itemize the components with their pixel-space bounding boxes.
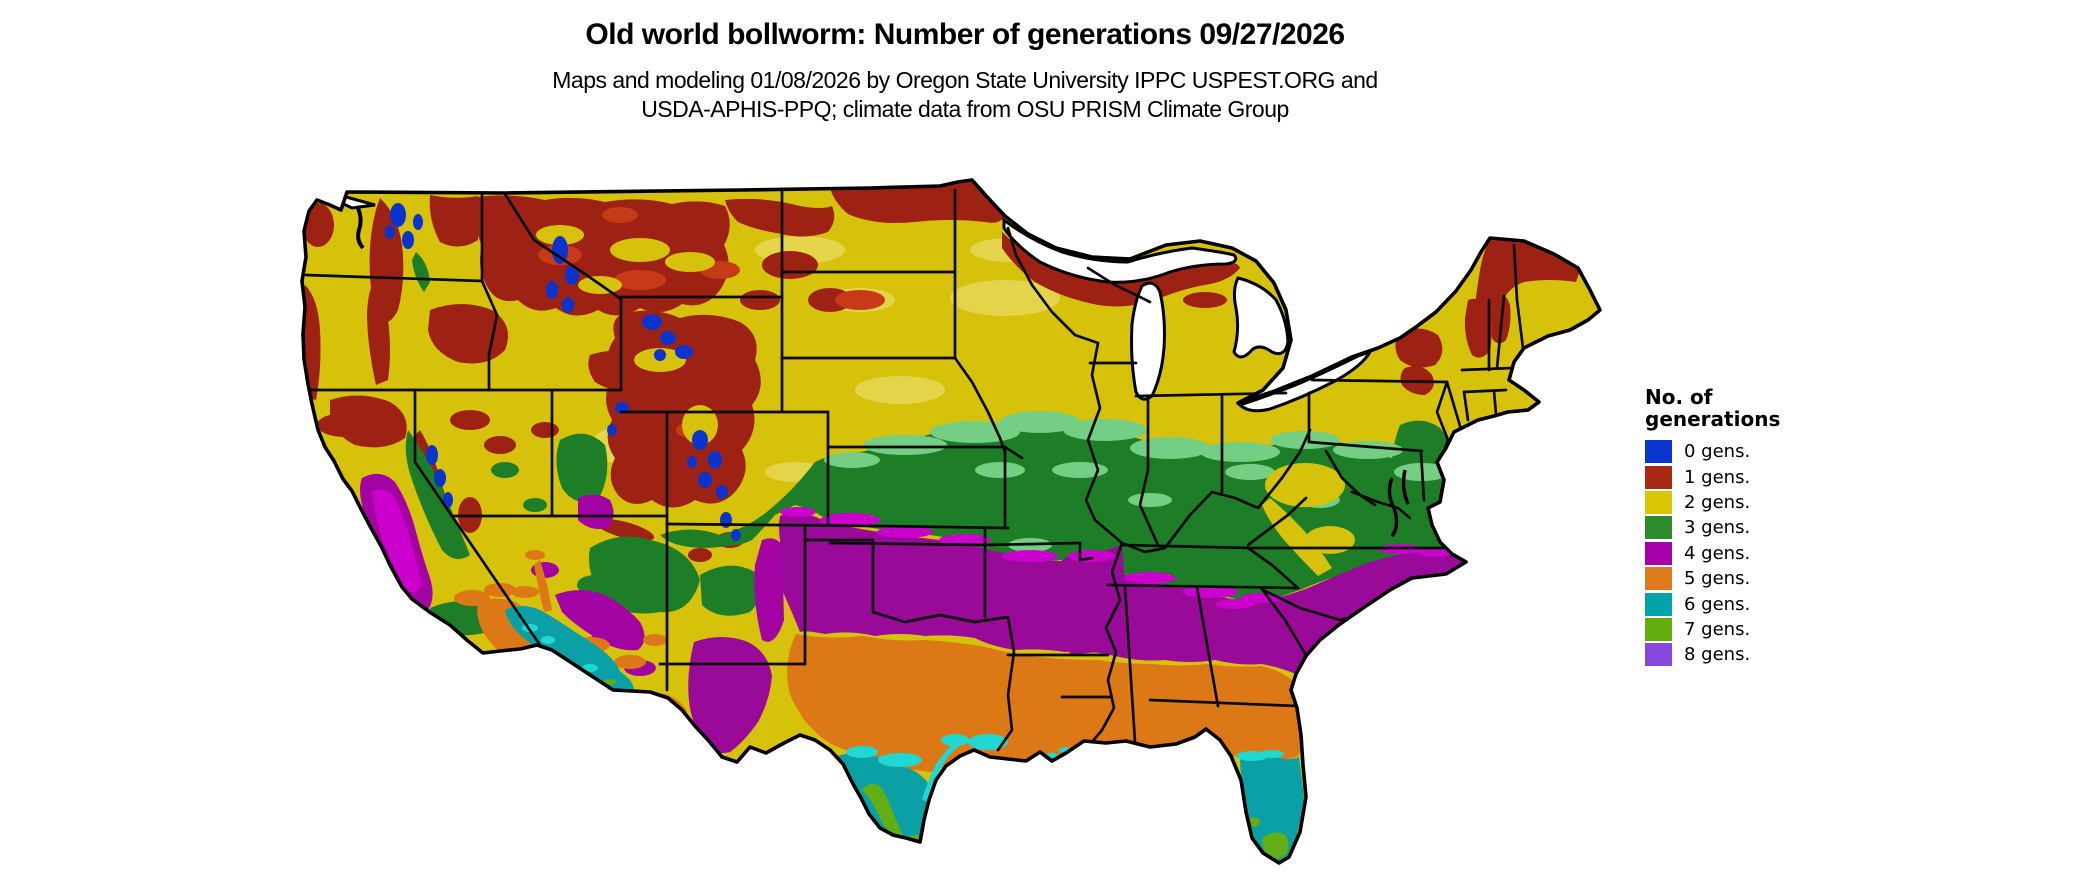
page-subtitle: Maps and modeling 01/08/2026 by Oregon S… xyxy=(290,66,1640,124)
legend-title-line-1: No. of xyxy=(1645,385,1713,409)
lake-huron xyxy=(1232,276,1290,359)
legend-label: 4 gens. xyxy=(1684,542,1751,564)
conus-outline xyxy=(300,178,1602,865)
puget-inlet xyxy=(355,205,365,250)
header: Old world bollworm: Number of generation… xyxy=(290,0,1640,124)
legend-swatch xyxy=(1645,440,1672,464)
legend-item-5-gens: 5 gens. xyxy=(1645,566,1845,591)
legend-swatch xyxy=(1645,592,1672,616)
legend-swatch xyxy=(1645,465,1672,489)
state-borders xyxy=(304,186,1525,752)
legend-label: 2 gens. xyxy=(1684,491,1751,513)
subtitle-line-1: Maps and modeling 01/08/2026 by Oregon S… xyxy=(552,67,1378,93)
legend-label: 1 gens. xyxy=(1684,466,1751,488)
region-6-gens-areas xyxy=(505,606,1304,862)
legend-label: 3 gens. xyxy=(1684,517,1751,539)
legend-title: No. of generations xyxy=(1645,386,1845,430)
legend-item-4-gens: 4 gens. xyxy=(1645,541,1845,566)
legend-item-8-gens: 8 gens. xyxy=(1645,642,1845,667)
legend-label: 0 gens. xyxy=(1684,441,1751,463)
legend-label: 8 gens. xyxy=(1684,644,1751,666)
legend-item-0-gens: 0 gens. xyxy=(1645,439,1845,464)
legend-swatch xyxy=(1645,567,1672,591)
legend-swatch xyxy=(1645,541,1672,565)
legend-label: 5 gens. xyxy=(1684,568,1751,590)
region-3-gens-light-fringe xyxy=(824,411,1450,552)
subtitle-line-2: USDA-APHIS-PPQ; climate data from OSU PR… xyxy=(641,96,1289,122)
legend-label: 7 gens. xyxy=(1684,618,1751,640)
legend-item-6-gens: 6 gens. xyxy=(1645,591,1845,616)
legend-items: 0 gens. 1 gens. 2 gens. 3 gens. 4 gens. 5 gen… xyxy=(1645,439,1845,668)
legend-swatch xyxy=(1645,643,1672,667)
legend-item-3-gens: 3 gens. xyxy=(1645,515,1845,540)
lake-erie xyxy=(1237,349,1374,413)
legend-swatch xyxy=(1645,516,1672,540)
region-0-gens-areas xyxy=(385,203,741,541)
legend-item-1-gens: 1 gens. xyxy=(1645,464,1845,489)
legend-title-line-2: generations xyxy=(1645,407,1781,431)
legend-swatch xyxy=(1645,617,1672,641)
lake-superior xyxy=(1002,216,1238,284)
legend: No. of generations 0 gens. 1 gens. 2 gens.… xyxy=(1645,386,1845,668)
legend-label: 6 gens. xyxy=(1684,593,1751,615)
legend-item-2-gens: 2 gens. xyxy=(1645,490,1845,515)
page-title: Old world bollworm: Number of generation… xyxy=(585,18,1345,51)
legend-item-7-gens: 7 gens. xyxy=(1645,617,1845,642)
legend-swatch xyxy=(1645,490,1672,514)
